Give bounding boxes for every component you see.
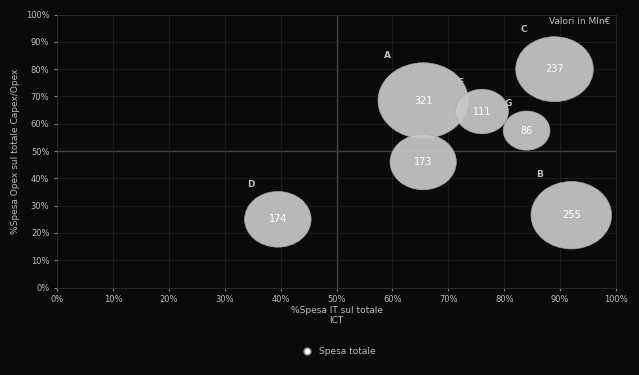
Text: Valori in Mln€: Valori in Mln€ xyxy=(549,17,610,26)
Text: 86: 86 xyxy=(520,126,533,136)
Ellipse shape xyxy=(531,182,612,249)
Text: C: C xyxy=(520,25,527,34)
Y-axis label: %Spesa Opex sul totale Capex/Opex: %Spesa Opex sul totale Capex/Opex xyxy=(11,68,20,234)
Text: 173: 173 xyxy=(414,157,433,167)
Ellipse shape xyxy=(516,37,594,102)
Text: A: A xyxy=(383,51,390,60)
Text: G: G xyxy=(504,99,512,108)
Text: F: F xyxy=(458,78,464,87)
Text: E: E xyxy=(394,123,400,132)
Text: 321: 321 xyxy=(414,96,433,106)
Ellipse shape xyxy=(390,134,456,190)
Text: 237: 237 xyxy=(545,64,564,74)
Text: 174: 174 xyxy=(268,214,287,224)
Ellipse shape xyxy=(456,89,509,134)
Text: B: B xyxy=(535,170,543,179)
Ellipse shape xyxy=(503,111,550,150)
Text: 111: 111 xyxy=(473,106,491,117)
Text: D: D xyxy=(247,180,255,189)
Legend: Spesa totale: Spesa totale xyxy=(294,343,379,360)
Ellipse shape xyxy=(378,63,468,138)
Text: 255: 255 xyxy=(562,210,581,220)
X-axis label: %Spesa IT sul totale
ICT: %Spesa IT sul totale ICT xyxy=(291,306,383,325)
Ellipse shape xyxy=(245,192,311,247)
